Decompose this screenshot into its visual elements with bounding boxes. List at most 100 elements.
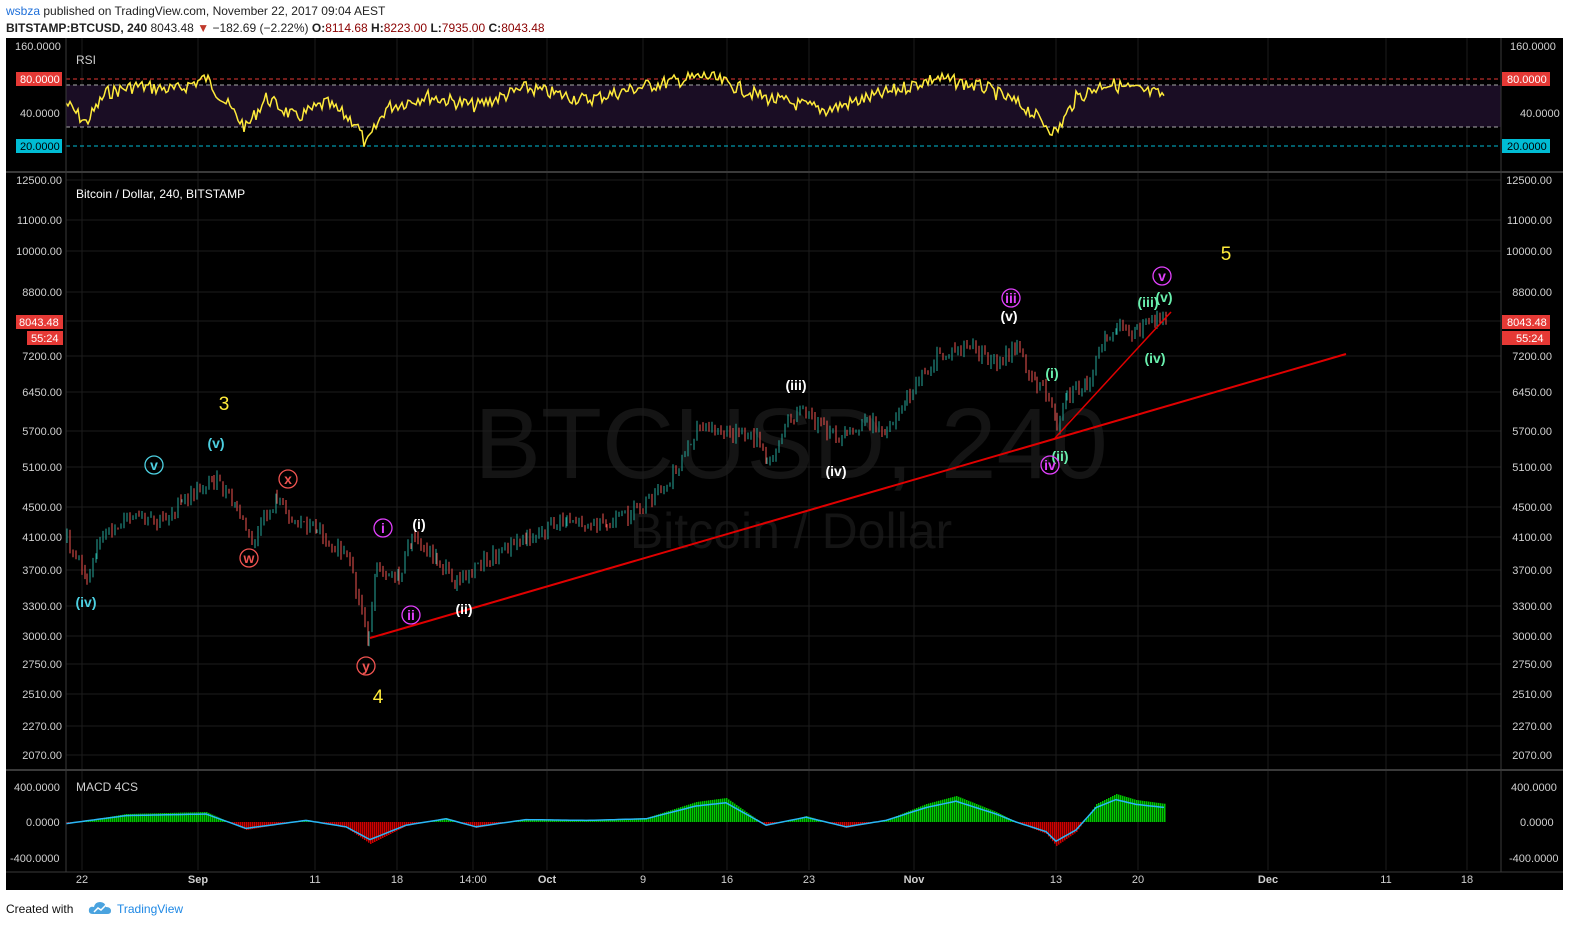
- macd-bar: [186, 812, 188, 822]
- symbol-info: BITSTAMP:BTCUSD, 240 8043.48 ▼ −182.69 (…: [6, 21, 545, 35]
- macd-bar: [1000, 814, 1002, 822]
- macd-bar: [1084, 820, 1086, 822]
- elliott-wave-labels: 345v(v)(iv)xwyiii(i)(ii)(iii)(iv)iii(v)(…: [76, 244, 1232, 708]
- macd-bar: [660, 813, 662, 822]
- macd-bar: [406, 822, 408, 826]
- macd-bar: [1116, 794, 1118, 822]
- macd-bar: [334, 822, 336, 826]
- macd-bar: [928, 803, 930, 822]
- price-label-right: 4500.00: [1512, 502, 1552, 514]
- macd-bar: [636, 818, 638, 822]
- macd-bar: [96, 819, 98, 822]
- price-change: −182.69 (−2.22%): [212, 21, 309, 35]
- price-label-right: 5100.00: [1512, 462, 1552, 474]
- macd-bar: [550, 819, 552, 822]
- macd-bar: [1096, 804, 1098, 822]
- macd-bar: [274, 822, 276, 826]
- rsi-lower-badge-left: [16, 139, 62, 153]
- price-label-right: 7200.00: [1512, 351, 1552, 363]
- macd-bar: [150, 813, 152, 822]
- macd-bar: [842, 822, 844, 827]
- macd-bar: [376, 822, 378, 841]
- macd-bar: [1100, 802, 1102, 822]
- macd-bar: [486, 822, 488, 827]
- chart-canvas[interactable]: BTCUSD, 240 Bitcoin / Dollar RSI Bitcoin…: [6, 38, 1563, 890]
- macd-bar: [1062, 822, 1064, 842]
- macd-bar: [678, 807, 680, 822]
- macd-bar: [258, 822, 260, 828]
- macd-bar: [156, 813, 158, 823]
- macd-bar: [448, 818, 450, 822]
- macd-bar: [814, 818, 816, 822]
- macd-bar: [92, 819, 94, 822]
- macd-bar: [748, 813, 750, 822]
- macd-bar: [384, 822, 386, 837]
- macd-bar: [350, 822, 352, 831]
- rsi-upper-badge-left: [16, 72, 62, 86]
- symbol-name[interactable]: BITSTAMP:BTCUSD, 240: [6, 21, 148, 35]
- footer: Created with TradingView: [0, 892, 1572, 929]
- macd-bar: [152, 813, 154, 823]
- macd-bar: [764, 822, 766, 825]
- macd-bar: [404, 822, 406, 827]
- wave-label: (iv): [826, 463, 847, 479]
- macd-bar: [198, 812, 200, 822]
- macd-bar: [744, 810, 746, 822]
- wave-label: (ii): [455, 601, 472, 617]
- macd-bar: [488, 822, 490, 826]
- macd-bar: [266, 822, 268, 827]
- macd-bar: [358, 822, 360, 836]
- wave-circle: [1152, 266, 1172, 286]
- last-price: 8043.48: [150, 21, 194, 35]
- macd-bar: [950, 797, 952, 822]
- macd-bar: [530, 819, 532, 822]
- rsi-line: [65, 70, 1165, 147]
- macd-bar: [340, 822, 342, 827]
- tradingview-cloud-icon[interactable]: [88, 900, 112, 916]
- macd-bar: [476, 822, 478, 828]
- macd-bar: [362, 822, 364, 839]
- rsi-lower-label-right: 20.0000: [1507, 141, 1547, 153]
- wave-circle: [1001, 288, 1021, 308]
- macd-bar: [730, 800, 732, 822]
- macd-bar: [102, 818, 104, 822]
- macd-bar: [1142, 800, 1144, 822]
- macd-bar: [922, 805, 924, 822]
- macd-bar: [400, 822, 402, 829]
- time-label: 16: [721, 874, 733, 886]
- macd-bar: [976, 804, 978, 822]
- macd-bar: [1024, 822, 1026, 826]
- macd-bar: [892, 817, 894, 822]
- rsi-title: RSI: [76, 53, 96, 67]
- macd-bar: [212, 814, 214, 822]
- rsi-lower-label-left: 20.0000: [20, 141, 60, 153]
- macd-bar: [646, 818, 648, 822]
- wave-label: iv: [1044, 457, 1056, 473]
- time-label: 18: [391, 874, 403, 886]
- author-link[interactable]: wsbza: [6, 4, 41, 18]
- macd-bar: [724, 798, 726, 822]
- macd-bar: [674, 809, 676, 822]
- macd-bar: [666, 811, 668, 822]
- wave-label: (iv): [1145, 350, 1166, 366]
- price-label-left: 2750.00: [22, 659, 62, 671]
- macd-bar: [1148, 801, 1150, 822]
- price-label-right: 3300.00: [1512, 601, 1552, 613]
- macd-bar: [124, 814, 126, 822]
- macd-bar: [542, 819, 544, 822]
- macd-bar: [398, 822, 400, 830]
- macd-bar: [834, 822, 836, 825]
- macd-bar: [1122, 795, 1124, 822]
- chart-svg[interactable]: BTCUSD, 240 Bitcoin / Dollar RSI Bitcoin…: [6, 38, 1563, 890]
- macd-bar: [940, 800, 942, 822]
- macd-bar: [610, 819, 612, 822]
- rsi-series: [65, 70, 1165, 147]
- macd-bar: [532, 819, 534, 822]
- price-label-right: 10000.00: [1506, 246, 1552, 258]
- macd-bar: [910, 810, 912, 822]
- tradingview-brand-link[interactable]: TradingView: [117, 902, 184, 916]
- price-label-right: 11000.00: [1507, 215, 1552, 227]
- time-label: Sep: [188, 874, 208, 886]
- macd-bar: [972, 802, 974, 822]
- macd-bar: [440, 819, 442, 822]
